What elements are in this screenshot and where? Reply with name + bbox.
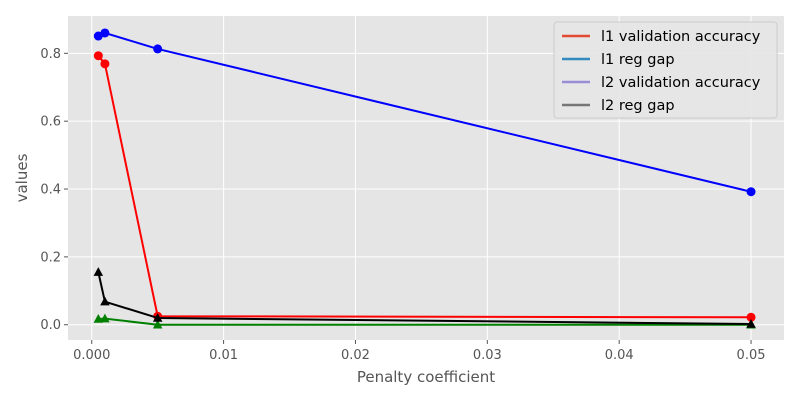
data-point (746, 187, 756, 197)
legend-label: l2 validation accuracy (601, 75, 761, 91)
data-point (93, 51, 103, 61)
legend-box (553, 21, 778, 119)
data-point (153, 44, 163, 54)
legend-label: l2 reg gap (601, 98, 675, 114)
data-point (746, 319, 756, 328)
data-point (93, 267, 104, 276)
ticks: 0.000 0.01 0.02 0.03 0.04 0.05 0.0 0.2 0.4 0.6 0.8 (40, 47, 765, 363)
legend-entry: l1 validation accuracy (562, 29, 761, 45)
legend: l1 validation accuracy l1 reg gap l2 valid… (553, 21, 778, 119)
series-line (97, 271, 753, 326)
data-point (100, 59, 110, 69)
x-tick-label: 0.05 (737, 348, 766, 363)
y-tick-label: 0.6 (40, 115, 61, 130)
legend-label: l1 validation accuracy (601, 29, 761, 45)
data-point (152, 312, 163, 322)
series-3 (93, 267, 756, 328)
series-layer (93, 28, 756, 329)
x-tick-label: 0.01 (209, 348, 238, 363)
data-point (100, 313, 110, 323)
data-point (152, 319, 163, 329)
legend-entries: l1 validation accuracy l1 reg gap l2 valid… (562, 29, 761, 114)
legend-entry: l2 validation accuracy (562, 75, 761, 91)
y-tick-label: 0.4 (40, 183, 61, 198)
y-tick-label: 0.0 (40, 318, 61, 333)
series-0 (93, 28, 756, 197)
data-point (100, 296, 110, 306)
y-tick-label: 0.2 (40, 250, 61, 265)
data-point (746, 312, 756, 322)
legend-entry: l1 reg gap (562, 52, 675, 68)
x-axis-label: Penalty coefficient (357, 368, 495, 386)
data-point (100, 28, 110, 38)
y-axis-label: values (13, 153, 31, 202)
series-line (97, 54, 753, 319)
x-tick-label: 0.03 (473, 348, 502, 363)
legend-entry: l2 reg gap (562, 98, 675, 114)
x-tick-label: 0.000 (73, 348, 110, 363)
y-tick-label: 0.8 (40, 47, 61, 62)
data-point (93, 313, 104, 323)
x-tick-label: 0.04 (605, 348, 634, 363)
legend-label: l1 reg gap (601, 52, 675, 68)
x-tick-label: 0.02 (341, 348, 370, 363)
series-line (97, 317, 753, 326)
